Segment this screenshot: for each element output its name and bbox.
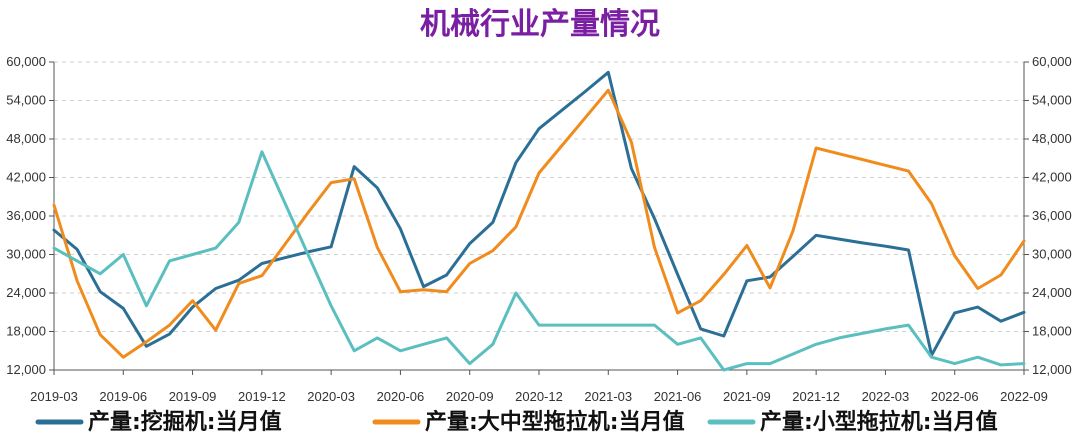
y-tick-label-right: 48,000 bbox=[1032, 131, 1072, 146]
y-tick-label-left: 54,000 bbox=[6, 93, 46, 108]
x-tick-label: 2020-03 bbox=[307, 389, 355, 404]
legend-label: 产量:小型拖拉机:当月值 bbox=[760, 409, 998, 435]
y-tick-label-right: 60,000 bbox=[1032, 54, 1072, 69]
x-tick-label: 2021-06 bbox=[654, 389, 702, 404]
y-tick-label-right: 24,000 bbox=[1032, 285, 1072, 300]
y-tick-label-right: 30,000 bbox=[1032, 247, 1072, 262]
y-axis-right-ticks: 12,000 18,000 24,000 30,000 36,000 42,000 48,0… bbox=[1024, 54, 1072, 377]
x-tick-label: 2019-12 bbox=[238, 389, 286, 404]
x-axis-ticks: 2019-03 2019-06 2019-09 2019-12 2020-03 2020-… bbox=[30, 370, 1048, 404]
x-tick-label: 2022-03 bbox=[862, 389, 910, 404]
x-tick-label: 2019-03 bbox=[30, 389, 78, 404]
x-tick-label: 2020-09 bbox=[446, 389, 494, 404]
legend: 产量:挖掘机:当月值 产量:大中型拖拉机:当月值 产量:小型拖拉机:当月值 bbox=[35, 409, 998, 435]
y-tick-label-left: 42,000 bbox=[6, 170, 46, 185]
x-tick-label: 2019-06 bbox=[99, 389, 147, 404]
legend-label: 产量:大中型拖拉机:当月值 bbox=[425, 409, 685, 435]
series-line-3 bbox=[52, 150, 1026, 372]
x-tick-label: 2022-09 bbox=[1000, 389, 1048, 404]
y-tick-label-left: 36,000 bbox=[6, 208, 46, 223]
x-tick-label: 2022-06 bbox=[931, 389, 979, 404]
x-tick-label: 2019-09 bbox=[169, 389, 217, 404]
series-line-2 bbox=[52, 88, 1026, 359]
y-tick-label-left: 12,000 bbox=[6, 362, 46, 377]
y-tick-label-right: 18,000 bbox=[1032, 324, 1072, 339]
legend-label: 产量:挖掘机:当月值 bbox=[88, 409, 282, 435]
x-tick-label: 2020-06 bbox=[377, 389, 425, 404]
x-tick-label: 2021-03 bbox=[584, 389, 632, 404]
x-tick-label: 2021-12 bbox=[792, 389, 840, 404]
series-lines bbox=[52, 70, 1026, 372]
y-tick-label-left: 48,000 bbox=[6, 131, 46, 146]
y-tick-label-left: 60,000 bbox=[6, 54, 46, 69]
series-line-1 bbox=[52, 70, 1026, 357]
chart-title: 机械行业产量情况 bbox=[420, 7, 660, 42]
y-tick-label-right: 54,000 bbox=[1032, 93, 1072, 108]
y-tick-label-right: 12,000 bbox=[1032, 362, 1072, 377]
y-tick-label-left: 30,000 bbox=[6, 247, 46, 262]
y-tick-label-left: 24,000 bbox=[6, 285, 46, 300]
x-tick-label: 2020-12 bbox=[515, 389, 563, 404]
x-tick-label: 2021-09 bbox=[723, 389, 771, 404]
y-tick-label-right: 36,000 bbox=[1032, 208, 1072, 223]
y-tick-label-left: 18,000 bbox=[6, 324, 46, 339]
y-tick-label-right: 42,000 bbox=[1032, 170, 1072, 185]
y-axis-left-ticks: 12,000 18,000 24,000 30,000 36,000 42,000 48,0… bbox=[6, 54, 54, 377]
